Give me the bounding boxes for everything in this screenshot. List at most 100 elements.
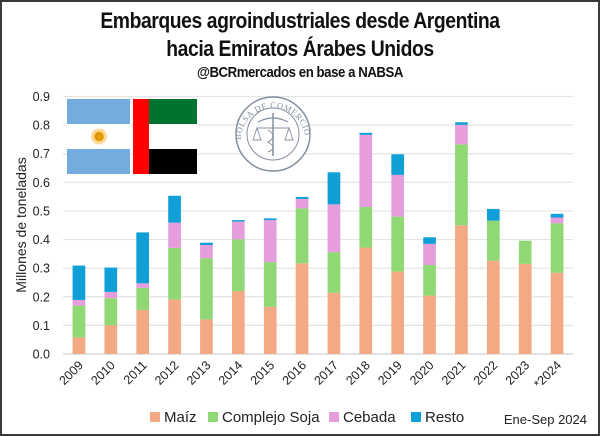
- bar-segment-complejo-soja: [200, 258, 213, 320]
- bar-stack-2012: [168, 195, 181, 354]
- bar-segment-cebada: [104, 291, 118, 299]
- legend-item-maiz: Maíz: [150, 409, 197, 426]
- bar-segment-cebada: [295, 198, 309, 209]
- bar-segment-maiz: [168, 299, 181, 354]
- bar-segment-complejo-soja: [104, 298, 118, 326]
- bar-segment-resto: [455, 122, 468, 125]
- bar-stack-2013: [200, 242, 213, 354]
- y-tick-label: 0.2: [33, 290, 50, 304]
- bar-segment-resto: [550, 213, 564, 218]
- bar-segment-maiz: [550, 272, 564, 354]
- bar-segment-maiz: [486, 260, 500, 354]
- bar-segment-complejo-soja: [168, 247, 181, 300]
- bar-stack-2017: [327, 172, 341, 354]
- bar-stack-2021: [455, 122, 468, 354]
- bar-segment-maiz: [518, 263, 532, 354]
- y-tick-label: 0.8: [33, 119, 50, 133]
- bar-stack-2022: [486, 208, 500, 354]
- bar-segment-complejo-soja: [327, 252, 341, 293]
- legend-label-cebada: Cebada: [343, 409, 396, 426]
- bar-stack-2014: [231, 220, 245, 354]
- legend-swatch-complejo-soja: [208, 412, 218, 422]
- bar-segment-cebada: [263, 220, 277, 263]
- bar-stack-2018: [359, 132, 373, 354]
- x-tick-label: 2010: [88, 358, 118, 388]
- bar-segment-complejo-soja: [295, 208, 309, 264]
- bar-segment-maiz: [200, 319, 213, 354]
- legend-swatch-cebada: [329, 412, 339, 422]
- bar-stack-2015: [263, 218, 277, 354]
- x-tick-label: 2019: [375, 358, 405, 388]
- legend-swatch-maiz: [150, 412, 160, 422]
- bar-stack-2020: [423, 237, 436, 354]
- bar-stack-2024: [550, 213, 564, 354]
- bar-segment-resto: [486, 208, 500, 221]
- bar-segment-complejo-soja: [263, 262, 277, 307]
- bar-segment-cebada: [168, 222, 181, 248]
- x-tick-label: 2012: [152, 358, 182, 388]
- x-tick-label: 2009: [56, 358, 86, 388]
- x-tick-label: 2011: [121, 358, 150, 387]
- y-tick-label: 0.7: [33, 147, 50, 161]
- bar-segment-cebada: [550, 217, 564, 224]
- bar-segment-cebada: [359, 134, 373, 207]
- uae-flag-icon: [133, 99, 197, 174]
- bar-stack-2011: [136, 232, 150, 354]
- bar-segment-resto: [168, 195, 181, 223]
- x-axis-ticks: 2009 2010 2011 2012 2013 2014 2015 2016 2017 2018…: [56, 358, 564, 391]
- bar-segment-cebada: [231, 221, 245, 240]
- y-tick-label: 0.5: [33, 204, 50, 218]
- bar-segment-complejo-soja: [518, 240, 532, 264]
- bar-segment-resto: [104, 267, 118, 292]
- bar-segment-complejo-soja: [423, 265, 436, 296]
- bar-segment-resto: [423, 237, 436, 244]
- x-tick-label: 2023: [503, 358, 533, 388]
- bar-segment-cebada: [200, 244, 213, 259]
- bar-segment-cebada: [136, 283, 150, 288]
- x-tick-label: *2024: [531, 358, 564, 391]
- chart-subtitle: @BCRmercados en base a NABSA: [197, 64, 403, 81]
- bar-segment-complejo-soja: [72, 305, 86, 338]
- legend-item-resto: Resto: [411, 409, 464, 426]
- bar-stack-2016: [295, 196, 309, 354]
- y-tick-label: 0.3: [33, 262, 50, 276]
- x-tick-label: 2016: [280, 358, 310, 388]
- bar-segment-resto: [72, 265, 86, 300]
- y-tick-label: 0.9: [33, 90, 50, 104]
- legend-label-resto: Resto: [425, 409, 464, 426]
- y-axis-label: Millones de toneladas: [13, 157, 29, 292]
- legend: Maíz Complejo Soja Cebada Resto: [150, 409, 464, 426]
- legend-label-maiz: Maíz: [164, 409, 197, 426]
- legend-item-cebada: Cebada: [329, 409, 396, 426]
- bar-segment-resto: [231, 220, 245, 222]
- bar-segment-resto: [263, 218, 277, 221]
- bar-segment-resto: [136, 232, 150, 284]
- bar-segment-resto: [295, 196, 309, 199]
- bar-segment-maiz: [327, 292, 341, 354]
- period-note: Ene-Sep 2024: [504, 412, 587, 427]
- bars: [72, 122, 564, 354]
- x-tick-label: 2017: [311, 358, 341, 388]
- bar-segment-resto: [200, 242, 213, 245]
- x-tick-label: 2021: [439, 358, 469, 388]
- bar-stack-2019: [391, 154, 405, 354]
- bar-segment-maiz: [455, 225, 468, 354]
- chart-title-line1: Embarques agroindustriales desde Argenti…: [100, 8, 500, 33]
- bar-segment-resto: [391, 154, 405, 175]
- bar-segment-maiz: [295, 263, 309, 354]
- bar-segment-complejo-soja: [231, 239, 245, 292]
- y-tick-label: 0.6: [33, 176, 50, 190]
- y-tick-label: 0.0: [33, 348, 50, 362]
- bar-segment-maiz: [136, 309, 150, 354]
- bar-segment-maiz: [72, 337, 86, 354]
- bar-segment-complejo-soja: [359, 206, 373, 248]
- bar-segment-maiz: [263, 306, 277, 354]
- bar-segment-complejo-soja: [391, 216, 405, 272]
- bar-segment-maiz: [423, 295, 436, 354]
- bar-segment-maiz: [359, 247, 373, 354]
- bar-segment-cebada: [327, 204, 341, 253]
- x-tick-label: 2020: [407, 358, 437, 388]
- bar-segment-maiz: [104, 325, 118, 354]
- bar-segment-complejo-soja: [486, 220, 500, 261]
